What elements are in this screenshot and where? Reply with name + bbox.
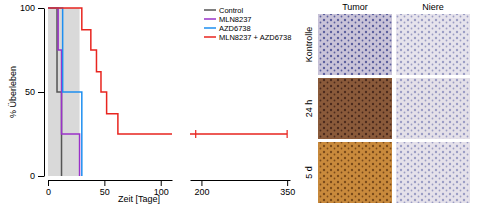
y-tick-label: 100 [20, 3, 35, 13]
x-tick-mark [287, 180, 288, 186]
x-axis-title: Zeit [Tage] [118, 194, 160, 204]
histology-image [396, 14, 470, 75]
x-tick: 50 [100, 180, 110, 197]
legend-label: MLN8237 [219, 15, 252, 24]
y-tick: 50 [25, 87, 44, 97]
legend-entry: MLN8237 [204, 15, 252, 24]
series-group [190, 8, 287, 138]
x-tick-label: 0 [46, 187, 51, 197]
survival-line [48, 8, 62, 176]
legend-swatch [204, 18, 216, 20]
series-group [48, 8, 82, 176]
y-axis-title: % Überleben [8, 66, 18, 118]
survival-line [190, 8, 287, 134]
histology-image [396, 142, 470, 203]
histology-image [318, 14, 392, 75]
x-tick-mark [104, 180, 105, 186]
x-tick-mark [201, 180, 202, 186]
column-header: Niere [422, 2, 444, 12]
x-tick: 200 [194, 180, 209, 197]
survival-line [48, 8, 82, 176]
x-tick-mark [161, 180, 162, 186]
legend-swatch [204, 9, 216, 11]
legend-entry: AZD6738 [204, 24, 251, 33]
y-axis: 0 50 100 [20, 3, 45, 181]
legend-label: MLN8237 + AZD6738 [219, 33, 291, 42]
legend-entry: Control [204, 6, 244, 15]
histology-image [396, 78, 470, 139]
y-tick: 100 [20, 3, 44, 13]
y-tick: 0 [30, 171, 44, 181]
y-tick-label: 50 [25, 87, 35, 97]
y-tick-mark [38, 8, 44, 9]
x-tick-label: 200 [194, 187, 209, 197]
legend-label: Control [219, 6, 244, 15]
histology-image [318, 142, 392, 203]
survival-line [48, 8, 172, 134]
column-header: Tumor [342, 2, 368, 12]
y-tick-mark [38, 176, 44, 177]
legend-swatch [204, 27, 216, 29]
x-tick: 350 [280, 180, 295, 197]
x-axis: 200 350 [191, 180, 296, 197]
histology-image [318, 78, 392, 139]
row-label: 5 d [304, 166, 314, 179]
x-tick-label: 350 [280, 187, 295, 197]
legend-label: AZD6738 [219, 24, 251, 33]
x-tick-label: 50 [100, 187, 110, 197]
censor-mark [195, 130, 196, 138]
series-group [48, 8, 62, 176]
row-label: Kontrolle [304, 27, 314, 63]
x-tick: 0 [46, 180, 51, 197]
figure: 050100% Überleben050100200350Zeit [Tage]… [0, 0, 480, 205]
y-tick-mark [38, 92, 44, 93]
legend-swatch [204, 36, 216, 38]
x-tick-mark [48, 180, 49, 186]
y-tick-label: 0 [30, 171, 35, 181]
censor-mark [287, 130, 288, 138]
legend-entry: MLN8237 + AZD6738 [204, 33, 291, 42]
x-axis-line [191, 180, 291, 181]
x-axis-line [49, 180, 173, 181]
row-label: 24 h [304, 100, 314, 118]
series-group [48, 8, 172, 138]
y-axis-line [44, 9, 45, 177]
legend: ControlMLN8237AZD6738MLN8237 + AZD6738 [204, 6, 291, 42]
